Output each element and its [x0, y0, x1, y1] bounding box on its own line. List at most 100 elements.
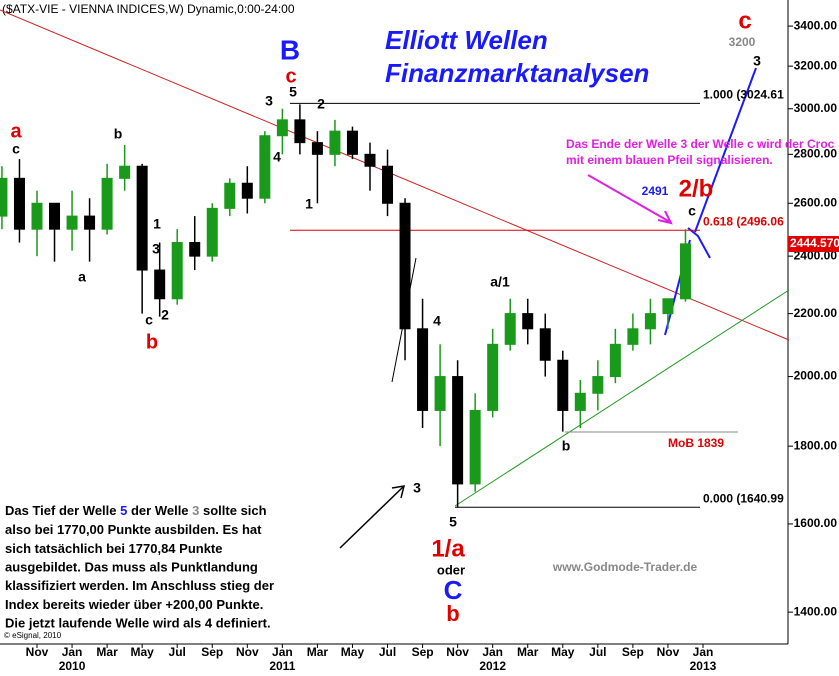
x-tick-label: Sep — [201, 645, 223, 659]
x-tick-label: Mar — [96, 645, 118, 659]
annotation: 3 — [413, 480, 421, 496]
candle-body — [382, 165, 394, 204]
x-tick-label: Jul — [589, 645, 606, 659]
annotation: 3 — [753, 53, 761, 69]
candle-body — [154, 269, 166, 300]
paragraph-segment: 3 — [192, 503, 199, 518]
annotation: a/1 — [490, 274, 510, 290]
annotation: c — [12, 141, 20, 157]
candle-body — [66, 215, 78, 230]
x-tick-label: Sep — [412, 645, 434, 659]
candle-body — [539, 328, 551, 361]
candle-body — [679, 243, 691, 300]
paragraph-segment: Das Tief der Welle — [5, 503, 120, 518]
y-tick-label: 2000.00 — [794, 369, 838, 383]
candle-body — [171, 242, 183, 300]
annotation: 5 — [289, 84, 297, 100]
y-tick-label: 2200.00 — [794, 306, 838, 320]
annotation: 3 — [152, 241, 160, 257]
annotation: Finanzmarktanalysen — [385, 58, 649, 88]
year-label: 2013 — [690, 659, 717, 673]
candle-body — [469, 409, 481, 485]
x-tick-label: Jan — [482, 645, 503, 659]
annotation: 2 — [161, 307, 169, 323]
candle-body — [49, 202, 61, 230]
paragraph-segment: der Welle — [127, 503, 192, 518]
candle-body — [119, 165, 131, 179]
paragraph-line: sich tatsächlich bei 1770,84 Punkte — [5, 541, 223, 556]
candle-body — [434, 376, 446, 411]
annotation: 1 — [153, 216, 161, 232]
candle-body — [399, 202, 411, 330]
candle-body — [364, 153, 376, 167]
y-tick-label: 1400.00 — [794, 604, 838, 618]
y-tick-label: 2800.00 — [794, 146, 838, 160]
y-tick-label: 3400.00 — [794, 18, 838, 32]
candle-body — [574, 392, 586, 411]
x-tick-label: Jul — [379, 645, 396, 659]
annotation: b — [446, 601, 459, 626]
annotation: b — [562, 438, 571, 454]
x-tick-label: May — [130, 645, 154, 659]
pointer-arrow — [391, 485, 406, 499]
annotation: c — [688, 203, 696, 219]
x-tick-label: Jul — [169, 645, 186, 659]
annotation: 4 — [273, 149, 281, 165]
annotation: © eSignal, 2010 — [4, 631, 62, 640]
projection-arrow — [694, 67, 757, 233]
x-tick-label: Nov — [657, 645, 680, 659]
x-tick-label: Nov — [26, 645, 49, 659]
annotation: b — [114, 126, 123, 142]
annotation: 1 — [305, 196, 313, 212]
pointer-arrow — [587, 174, 671, 223]
annotation: 2491 — [642, 184, 669, 198]
candle-body — [557, 359, 569, 411]
annotation: 3 — [265, 93, 273, 109]
paragraph-line: klassifiziert werden. Im Anschluss stieg… — [5, 578, 274, 593]
level-label: 0.000 (1640.99 — [703, 491, 784, 505]
paragraph-segment: sollte sich — [199, 503, 266, 518]
candle-body — [329, 130, 341, 155]
annotation: 2/b — [679, 175, 714, 202]
candle-body — [241, 182, 253, 199]
annotation: C — [444, 575, 463, 605]
annotation: Elliott Wellen — [385, 25, 548, 55]
paragraph-line: Index bereits wieder über +200,00 Punkte… — [5, 597, 263, 612]
x-tick-label: Nov — [236, 645, 259, 659]
y-tick-label: 3200.00 — [794, 58, 838, 72]
x-tick-label: Jan — [272, 645, 293, 659]
level-label: MoB 1839 — [668, 436, 724, 450]
paragraph-segment: 5 — [120, 503, 127, 518]
annotation: a — [10, 120, 22, 142]
chart-title: ($ATX-VIE - VIENNA INDICES,W) Dynamic,0:… — [2, 2, 295, 16]
candle-body — [504, 313, 516, 345]
candle-body — [31, 202, 43, 230]
candle-body — [522, 313, 534, 330]
annotation: Das Ende der Welle 3 der Welle c wird de… — [566, 137, 835, 151]
y-tick-label: 3000.00 — [794, 101, 838, 115]
annotation: 4 — [433, 313, 441, 329]
paragraph-line: Die jetzt laufende Welle wird als 4 defi… — [5, 616, 271, 631]
candle-body — [294, 119, 306, 144]
candle-body — [487, 343, 499, 411]
x-tick-label: May — [341, 645, 365, 659]
candle-body — [13, 177, 25, 230]
candle-body — [276, 119, 288, 137]
y-tick-label: 1800.00 — [794, 438, 838, 452]
candle-body — [101, 177, 113, 230]
pointer-arrow — [339, 486, 404, 549]
annotation: 5 — [449, 514, 457, 530]
trend-line — [454, 289, 790, 507]
x-tick-label: Jan — [693, 645, 714, 659]
candle-body — [452, 376, 464, 485]
candle-body — [259, 135, 271, 199]
annotation: c — [285, 65, 296, 87]
candle-body — [592, 376, 604, 394]
year-label: 2012 — [479, 659, 506, 673]
annotation: c — [145, 312, 153, 328]
y-tick-label: 1600.00 — [794, 516, 838, 530]
annotation: mit einem blauen Pfeil signalisieren. — [566, 153, 773, 167]
candle-body — [417, 328, 429, 411]
last-price-label: 2444.570 — [790, 236, 839, 250]
